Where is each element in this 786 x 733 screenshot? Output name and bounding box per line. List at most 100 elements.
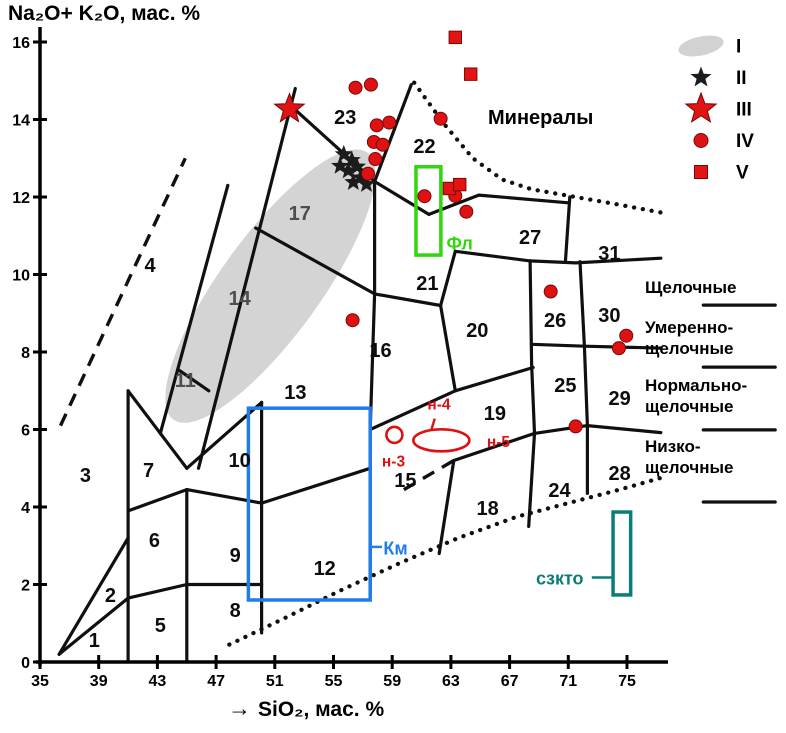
red-circle-icon (693, 133, 709, 148)
x-tick-label: 35 (31, 673, 49, 690)
legend-item-label: II (736, 68, 747, 89)
field-27-number: 27 (519, 227, 541, 249)
series-label-alkaline: Щелочные (645, 278, 737, 297)
field-6-number: 6 (149, 530, 160, 552)
x-tick-label: 75 (618, 673, 636, 690)
sample-n5-label: н-5 (487, 434, 511, 451)
y-axis-title: Na₂O+ K₂O, мас. % (8, 2, 201, 25)
point-IV (619, 328, 634, 343)
sample-n3-outline (385, 425, 404, 445)
field-11-number: 11 (175, 370, 196, 392)
sample-n5-outline (412, 428, 471, 453)
field-8-number: 8 (230, 600, 241, 622)
field-boundary-line (254, 226, 377, 296)
field-boundary-line (563, 195, 572, 264)
point-IV (543, 284, 558, 299)
field-boundary-line (176, 367, 211, 393)
field-boundary-line (57, 536, 130, 656)
point-IV (417, 189, 432, 204)
point-IV (369, 118, 384, 133)
x-tick-label: 39 (90, 673, 108, 690)
point-V (453, 177, 467, 192)
x-axis-title: → SiO₂, мас. % (228, 695, 384, 722)
point-IV (433, 111, 448, 126)
region-rect-fl-label: Фл (446, 233, 472, 253)
field-23-number: 23 (334, 107, 356, 129)
point-III (273, 92, 306, 123)
sample-n3-label: н-3 (382, 453, 406, 470)
field-31-number: 31 (598, 243, 620, 265)
field-boundary-line (437, 458, 456, 556)
x-axis-arrow-icon: → (228, 695, 251, 721)
legend-title: Минералы (488, 107, 594, 129)
field-boundary-line (529, 342, 663, 350)
point-IV (363, 77, 378, 92)
field-28-number: 28 (609, 463, 631, 485)
field-18-number: 18 (476, 498, 498, 520)
point-V (464, 67, 478, 81)
field-2-number: 2 (105, 585, 116, 607)
y-tick-label: 0 (21, 655, 30, 672)
field-boundary-line (57, 596, 130, 656)
legend-item-label: IV (736, 131, 754, 152)
black-star-icon (690, 66, 712, 87)
point-IV (348, 80, 363, 95)
field-boundary-line (185, 488, 264, 505)
field-5-number: 5 (155, 615, 166, 637)
y-tick-label: 12 (12, 190, 30, 207)
x-tick-label: 55 (325, 673, 343, 690)
x-tick-label: 71 (559, 673, 577, 690)
field-boundary-line (260, 466, 372, 505)
region-rect-km-label: Км (383, 538, 407, 558)
point-IV (368, 152, 383, 167)
y-tick-label: 6 (21, 423, 30, 440)
field-boundary-line (196, 86, 297, 470)
x-tick-label: 43 (149, 673, 167, 690)
x-tick-label: 59 (383, 673, 401, 690)
field-1-number: 1 (89, 630, 100, 652)
field-30-number: 30 (598, 305, 620, 327)
field-19-number: 19 (484, 403, 506, 425)
field-20-number: 20 (466, 320, 488, 342)
legend-item-label: III (736, 100, 752, 121)
region-rect-fl (414, 165, 443, 257)
field-22-number: 22 (413, 136, 435, 158)
field-15-number: 15 (394, 470, 416, 492)
field-boundary-line (373, 82, 413, 184)
region-rect-km (246, 406, 372, 602)
field-boundary-line (578, 260, 590, 495)
field-13-number: 13 (284, 382, 306, 404)
series-label-normal-alkaline: Нормально- щелочные (645, 376, 748, 416)
series-label-low-alkaline: Низко- щелочные (645, 437, 734, 477)
field-29-number: 29 (609, 388, 631, 410)
field-boundary-line (427, 193, 570, 216)
point-II (347, 157, 366, 175)
field-boundary-line (453, 249, 663, 265)
region-rect-szkto-label: сзкто (536, 569, 584, 589)
point-IV (459, 204, 474, 219)
x-tick-label: 51 (266, 673, 284, 690)
field-7-number: 7 (143, 460, 154, 482)
point-IV (611, 341, 626, 356)
point-IV (375, 137, 390, 152)
point-IV (382, 115, 397, 130)
field-16-number: 16 (369, 340, 391, 362)
point-II (342, 150, 361, 168)
y-tick-label: 16 (12, 35, 30, 52)
field-boundary-line (452, 424, 663, 463)
gray-ellipse-icon (678, 35, 724, 57)
field-boundary-line (527, 259, 537, 529)
field-I-region (165, 149, 376, 423)
field-boundary-line (158, 183, 230, 435)
point-II (334, 144, 353, 163)
field-boundary-line (368, 389, 457, 432)
point-V (448, 30, 463, 45)
field-3-number: 3 (80, 465, 91, 487)
field-14-number: 14 (228, 288, 251, 310)
point-II (344, 172, 363, 190)
field-9-number: 9 (230, 545, 241, 567)
field-boundary-line (126, 488, 189, 513)
field-24-number: 24 (548, 480, 571, 502)
point-IV (360, 166, 375, 181)
